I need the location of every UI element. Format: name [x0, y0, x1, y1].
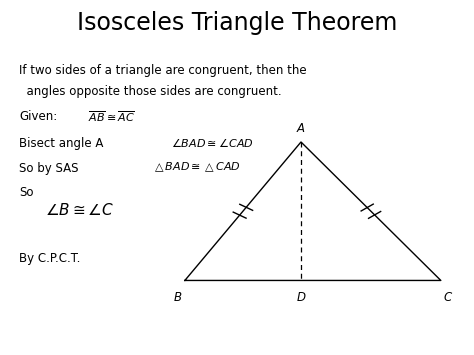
Text: D: D: [297, 291, 305, 304]
Text: So by SAS: So by SAS: [19, 162, 79, 175]
Text: Given:: Given:: [19, 110, 57, 123]
Text: $\overline{AB} \cong \overline{AC}$: $\overline{AB} \cong \overline{AC}$: [88, 109, 135, 124]
Text: If two sides of a triangle are congruent, then the: If two sides of a triangle are congruent…: [19, 64, 307, 77]
Text: $\triangle BAD \cong \triangle CAD$: $\triangle BAD \cong \triangle CAD$: [152, 160, 240, 174]
Text: C: C: [444, 291, 452, 304]
Text: Bisect angle A: Bisect angle A: [19, 137, 103, 150]
Text: $\angle B \cong \angle C$: $\angle B \cong \angle C$: [45, 202, 114, 218]
Text: So: So: [19, 186, 34, 200]
Text: By C.P.C.T.: By C.P.C.T.: [19, 252, 80, 265]
Text: A: A: [297, 122, 305, 135]
Text: angles opposite those sides are congruent.: angles opposite those sides are congruen…: [19, 85, 282, 98]
Text: $\angle BAD \cong \angle CAD$: $\angle BAD \cong \angle CAD$: [171, 136, 254, 149]
Text: Isosceles Triangle Theorem: Isosceles Triangle Theorem: [77, 11, 397, 35]
Text: B: B: [174, 291, 182, 304]
